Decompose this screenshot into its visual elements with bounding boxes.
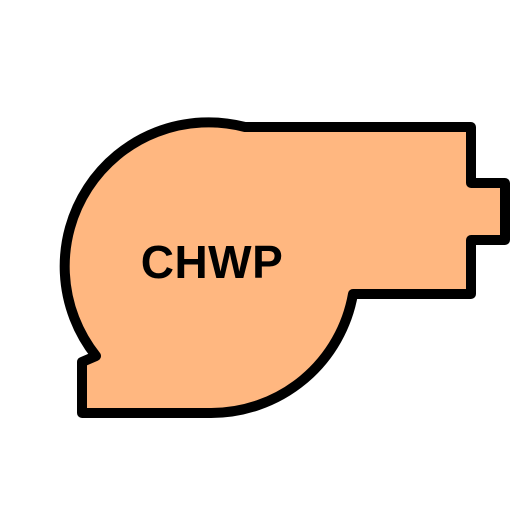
pump-label: CHWP xyxy=(140,236,284,288)
pump-body xyxy=(59,117,510,419)
